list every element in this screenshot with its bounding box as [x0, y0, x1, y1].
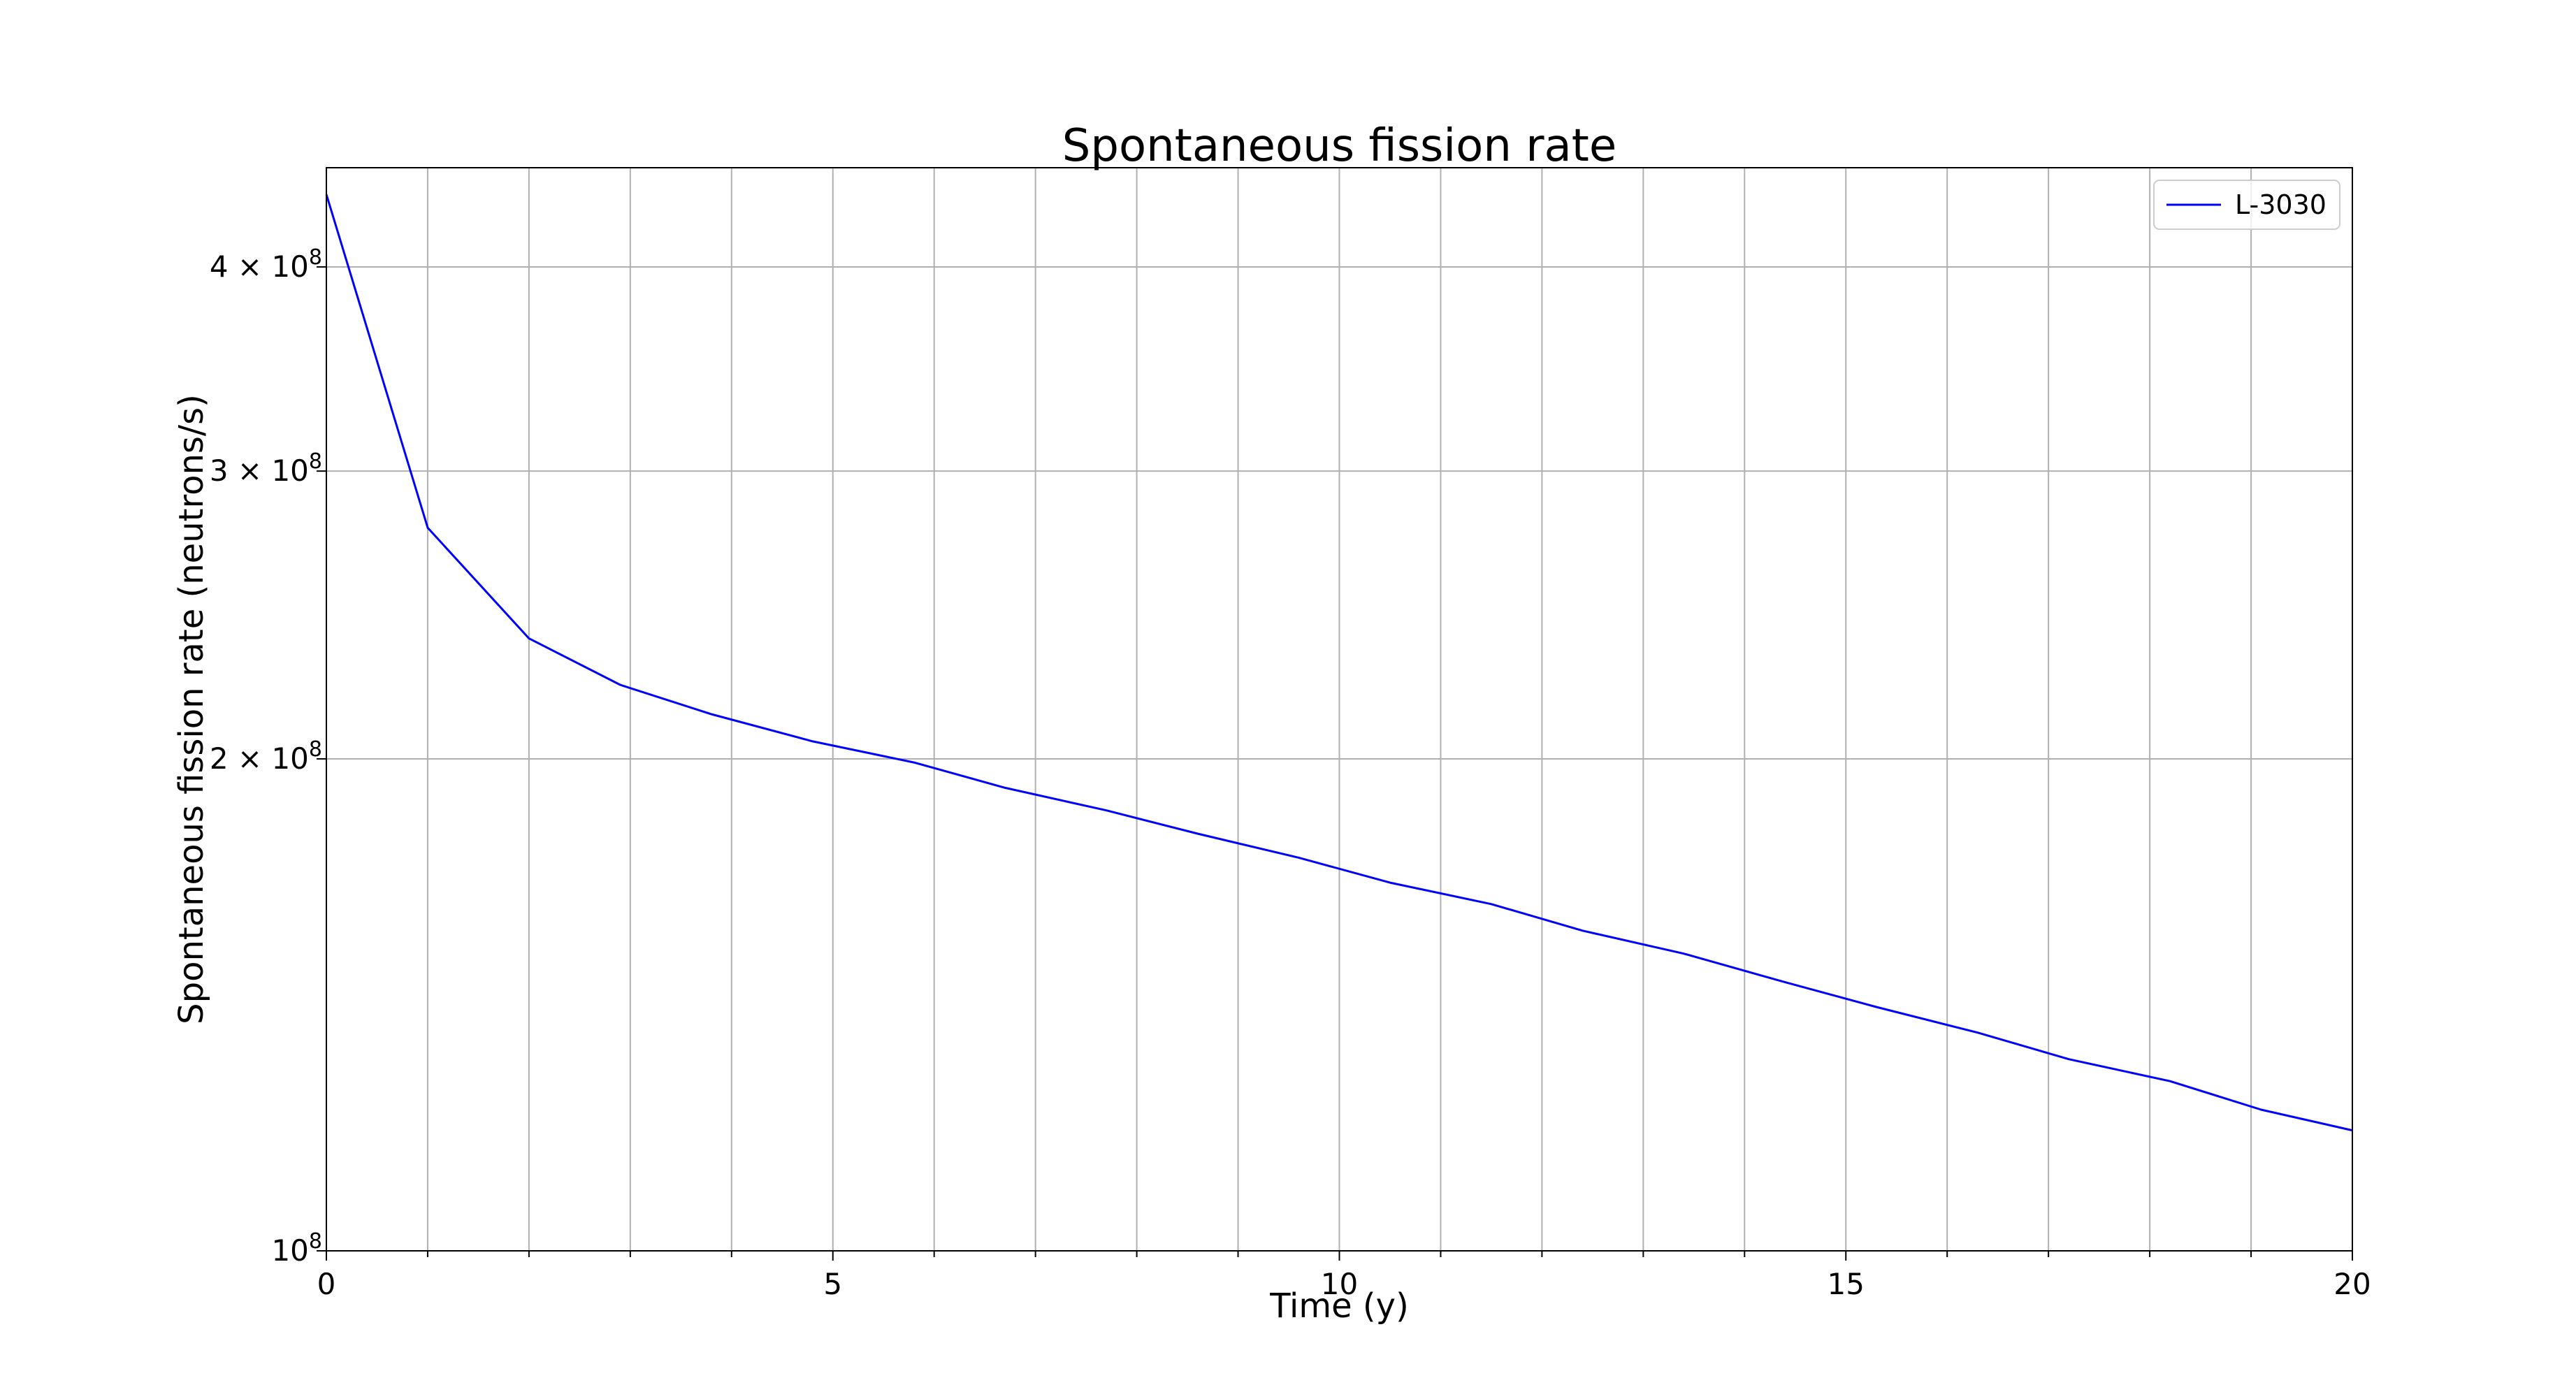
y-tick-label: 2 × 108	[210, 737, 322, 776]
series-line-l-3030	[325, 194, 2353, 1132]
x-tick-label: 5	[823, 1267, 842, 1301]
grid	[326, 168, 2353, 1252]
y-tick-label: 4 × 108	[210, 245, 322, 284]
ticks: 0 5 10 15 20 108 2 × 108 3 × 108 4 × 108	[210, 245, 2371, 1301]
x-tick-label: 10	[1321, 1267, 1358, 1301]
y-tick-label: 108	[271, 1229, 322, 1268]
legend: L-3030	[2153, 180, 2340, 230]
x-tick-label: 20	[2333, 1267, 2371, 1301]
legend-box	[2153, 180, 2340, 230]
series-layer	[325, 194, 2353, 1132]
legend-label: L-3030	[2235, 189, 2327, 220]
chart-title: Spontaneous fission rate	[1062, 120, 1616, 172]
x-axis-label: Time (y)	[1269, 1286, 1409, 1326]
x-tick-label: 15	[1828, 1267, 1865, 1301]
y-tick-label: 3 × 108	[210, 449, 322, 488]
y-axis-label: Spontaneous fission rate (neutrons/s)	[172, 394, 211, 1024]
x-tick-label: 0	[317, 1267, 336, 1301]
